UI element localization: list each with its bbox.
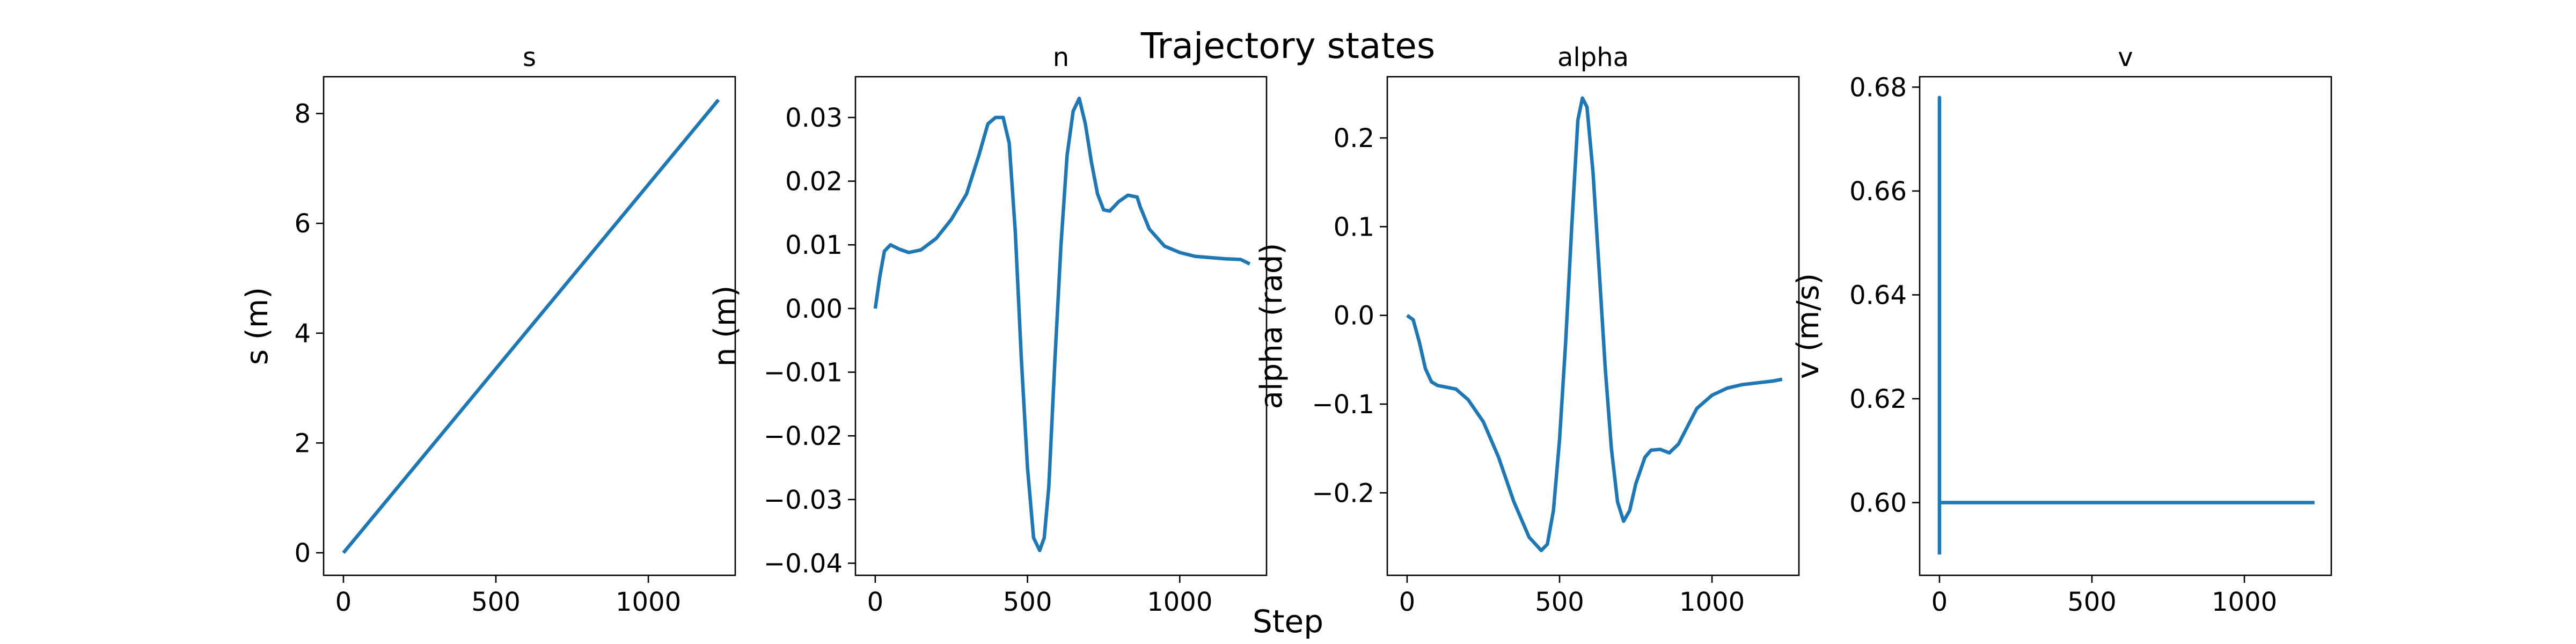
y-tick-label: 0.0 [1334,301,1374,331]
axes-frame [323,76,736,576]
subplot-alpha: 0 500 1000 −0.2 −0.1 0.0 0.1 0.2 alpha alpha (rad… [1254,42,1800,617]
y-tick-label: 2 [294,428,311,458]
y-tick-label: 0.64 [1849,280,1907,310]
y-tick-label: 0.00 [785,294,843,324]
y-tick-label: 0.1 [1334,212,1374,242]
y-tick-label: −0.04 [764,548,843,579]
y-tick-label: 8 [294,99,311,129]
subplot-s: 0 500 1000 0 2 4 6 8 s s (m) [240,42,736,617]
y-tick-label: 0.02 [785,167,843,197]
y-axis-label: alpha (rad) [1254,243,1289,409]
y-tick-label: 0.68 [1849,72,1907,103]
series-line-v [1937,96,2315,555]
subplot-title: alpha [1557,42,1629,72]
axes-frame [1386,76,1800,576]
subplot-title: n [1053,42,1069,72]
subplot-title: v [2118,42,2133,72]
series-line-s [342,98,720,554]
x-tick-label: 1000 [1679,587,1745,617]
y-tick-label: 0.62 [1849,384,1907,414]
y-tick-label: 0 [294,538,311,568]
x-tick-label: 1000 [1147,587,1212,617]
x-tick-label: 500 [2067,587,2117,617]
figure-xlabel: Step [1253,603,1323,640]
subplot-v: 0 500 1000 0.60 0.62 0.64 0.66 0.68 v v (m/s) [1791,42,2332,617]
series-line-alpha [1406,96,1783,552]
series-line-n [873,97,1251,552]
x-tick-label: 0 [335,587,352,617]
x-tick-label: 1000 [616,587,681,617]
y-tick-label: 0.66 [1849,177,1907,207]
subplot-title: s [523,42,536,72]
y-tick-label: 0.01 [785,230,843,260]
x-tick-label: 0 [1931,587,1948,617]
axes-frame [854,76,1268,576]
subplot-n: 0 500 1000 −0.04 −0.03 −0.02 −0.01 0.00 0.01 0.02… [708,42,1268,617]
y-tick-label: −0.02 [764,421,843,451]
y-tick-label: −0.03 [764,485,843,515]
x-tick-label: 0 [867,587,884,617]
x-tick-label: 500 [1535,587,1584,617]
y-tick-label: 0.60 [1849,488,1907,518]
y-axis-label: s (m) [240,287,275,365]
y-tick-label: 0.03 [785,103,843,133]
y-axis-label: v (m/s) [1791,273,1826,379]
y-tick-label: 0.2 [1334,123,1374,153]
x-tick-label: 500 [1003,587,1052,617]
x-tick-label: 1000 [2212,587,2277,617]
y-tick-label: 4 [294,319,311,349]
x-tick-label: 0 [1399,587,1416,617]
y-tick-label: −0.1 [1312,390,1374,420]
figure-title: Trajectory states [1140,25,1435,67]
y-tick-label: −0.01 [764,358,843,388]
y-axis-label: n (m) [708,286,743,367]
y-tick-label: 6 [294,209,311,239]
y-tick-label: −0.2 [1312,478,1374,508]
axes-frame [1919,76,2332,576]
x-tick-label: 500 [471,587,521,617]
